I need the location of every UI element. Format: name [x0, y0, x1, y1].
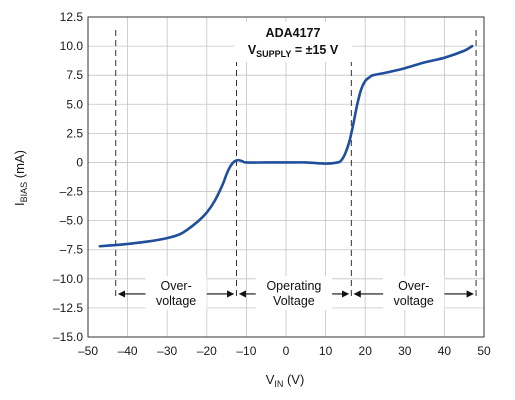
plot-border	[87, 16, 485, 338]
region-label: Voltage	[273, 294, 315, 308]
annotation-supply: VSUPPLY = ±15 V	[248, 43, 339, 59]
y-axis-title: IBIAS (mA)	[12, 150, 29, 206]
y-tick-label: –5.0	[60, 214, 84, 228]
region-label: voltage	[156, 294, 196, 308]
x-tick-label: 30	[398, 344, 412, 358]
y-tick-label: –10.0	[53, 272, 83, 286]
ibias-series-line	[98, 44, 474, 248]
y-tick-labels: –15.0 –12.5 –10.0 –7.5 –5.0 –2.5 0 2.5 5.0 7.5 10.…	[53, 10, 83, 344]
y-tick-label: 5.0	[66, 97, 83, 111]
region-label: Over-	[160, 279, 191, 293]
y-tick-label: –7.5	[60, 243, 84, 257]
region-label-background	[145, 275, 207, 310]
region-label: Operating	[266, 279, 321, 293]
annotation-part: ADA4177	[266, 26, 321, 40]
y-tick-label: 0	[76, 155, 83, 169]
region-label-background	[383, 275, 445, 310]
y-tick-label: –2.5	[60, 185, 84, 199]
region-boundaries	[115, 30, 477, 297]
y-tick-label: 10.0	[60, 39, 84, 53]
y-tick-label: 2.5	[66, 126, 83, 140]
region-label-background	[255, 275, 333, 310]
x-tick-label: 10	[319, 344, 333, 358]
x-axis-title: VIN (V)	[266, 372, 305, 389]
x-tick-label: –10	[236, 344, 256, 358]
x-tick-labels: –50 –40 –30 –20 –10 0 10 20 30 40 50	[78, 344, 491, 358]
x-tick-label: 50	[477, 344, 491, 358]
x-tick-label: 20	[359, 344, 373, 358]
x-tick-label: –30	[157, 344, 177, 358]
region-label: Over-	[398, 279, 429, 293]
y-tick-label: –15.0	[53, 330, 83, 344]
annotation-background	[234, 22, 352, 62]
plot-frame	[87, 16, 485, 338]
region-label: voltage	[394, 294, 434, 308]
x-tick-label: 0	[283, 344, 290, 358]
y-tick-label: 12.5	[60, 10, 84, 24]
y-tick-label: –12.5	[53, 301, 83, 315]
y-tick-label: 7.5	[66, 68, 83, 82]
x-tick-label: –50	[78, 344, 98, 358]
series-group	[98, 44, 474, 248]
x-tick-label: –40	[118, 344, 138, 358]
x-tick-label: 40	[438, 344, 452, 358]
x-tick-label: –20	[197, 344, 217, 358]
